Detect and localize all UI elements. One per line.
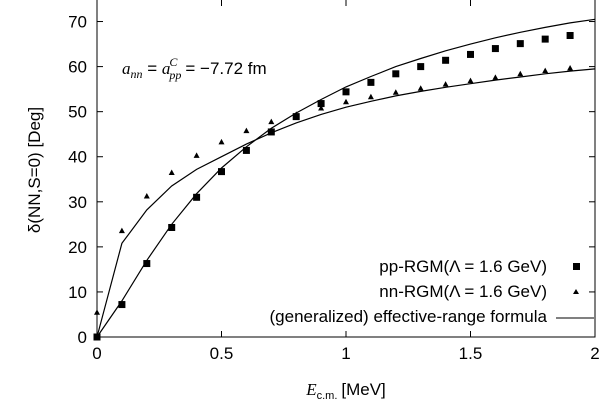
x-tick-label: 0.5 (210, 344, 234, 363)
effective-range-curve (96, 18, 596, 338)
pp-rgm-point (143, 260, 151, 268)
effective-range-curves (96, 18, 596, 338)
nn-rgm-point (517, 70, 524, 77)
nn-rgm-point (343, 98, 349, 105)
x-axis-label: Ec.m. [MeV] (305, 380, 386, 402)
nn-rgm-point (492, 74, 499, 80)
x-tick-label: 1.5 (459, 344, 483, 363)
nn-rgm-point (168, 169, 175, 176)
pp-rgm-point (516, 40, 524, 48)
pp-rgm-point (417, 63, 425, 71)
pp-rgm-point (566, 32, 574, 40)
nn-rgm-point (367, 93, 374, 100)
nn-rgm-point (467, 77, 474, 84)
nn-rgm-point (417, 85, 424, 91)
y-tick-label: 20 (68, 238, 87, 257)
pp-rgm-point (541, 35, 549, 43)
effective-range-curve (96, 68, 596, 338)
pp-rgm-point (317, 100, 325, 108)
pp-rgm-point (267, 128, 275, 136)
legend-marker-triangle (573, 289, 579, 294)
legend: pp-RGM(Λ = 1.6 GeV) nn-RGM(Λ = 1.6 GeV) … (270, 257, 594, 326)
x-tick-label: 1 (341, 344, 350, 363)
nn-rgm-point (293, 111, 300, 117)
y-tick-label: 10 (68, 283, 87, 302)
x-tick-label: 2 (590, 344, 599, 363)
nn-rgm-point (442, 81, 449, 87)
pp-rgm-point (193, 193, 201, 201)
nn-rgm-point (218, 138, 225, 145)
pp-rgm-point (392, 70, 400, 78)
nn-rgm-point (243, 127, 250, 134)
legend-label-nn: nn-RGM(Λ = 1.6 GeV) (379, 282, 547, 301)
nn-rgm-point (542, 67, 549, 74)
nn-rgm-point (193, 152, 200, 158)
y-tick-label: 60 (68, 58, 87, 77)
legend-label-pp: pp-RGM(Λ = 1.6 GeV) (379, 257, 547, 276)
pp-rgm-point (168, 223, 176, 231)
nn-rgm-point (118, 227, 125, 234)
nn-rgm-point (94, 309, 100, 315)
pp-rgm-point (442, 56, 450, 64)
pp-rgm-point (367, 78, 375, 86)
nn-rgm-point (567, 64, 574, 71)
legend-label-erf: (generalized) effective-range formula (270, 307, 548, 326)
x-tick-label: 0 (92, 344, 101, 363)
y-axis-label: δ(NN,S=0) [Deg] (25, 107, 44, 233)
pp-rgm-point (118, 301, 126, 309)
y-tick-label: 0 (78, 328, 87, 347)
legend-marker-square (573, 263, 580, 270)
nn-rgm-point (143, 192, 150, 199)
pp-rgm-point (342, 88, 350, 96)
nn-rgm-point (392, 89, 399, 95)
data-markers (93, 32, 574, 341)
pp-rgm-point (467, 50, 474, 58)
y-tick-label: 40 (68, 148, 87, 167)
nn-rgm-point (268, 118, 275, 125)
pp-rgm-point (218, 168, 225, 176)
pp-rgm-point (93, 333, 101, 341)
pp-rgm-point (242, 146, 250, 154)
scattering-length-annotation: ann = aC pp = −7.72 fm (122, 55, 267, 82)
nn-rgm-point (318, 105, 325, 111)
pp-rgm-point (491, 45, 499, 53)
y-tick-label: 50 (68, 103, 87, 122)
y-tick-label: 70 (68, 13, 87, 32)
y-tick-label: 30 (68, 193, 87, 212)
